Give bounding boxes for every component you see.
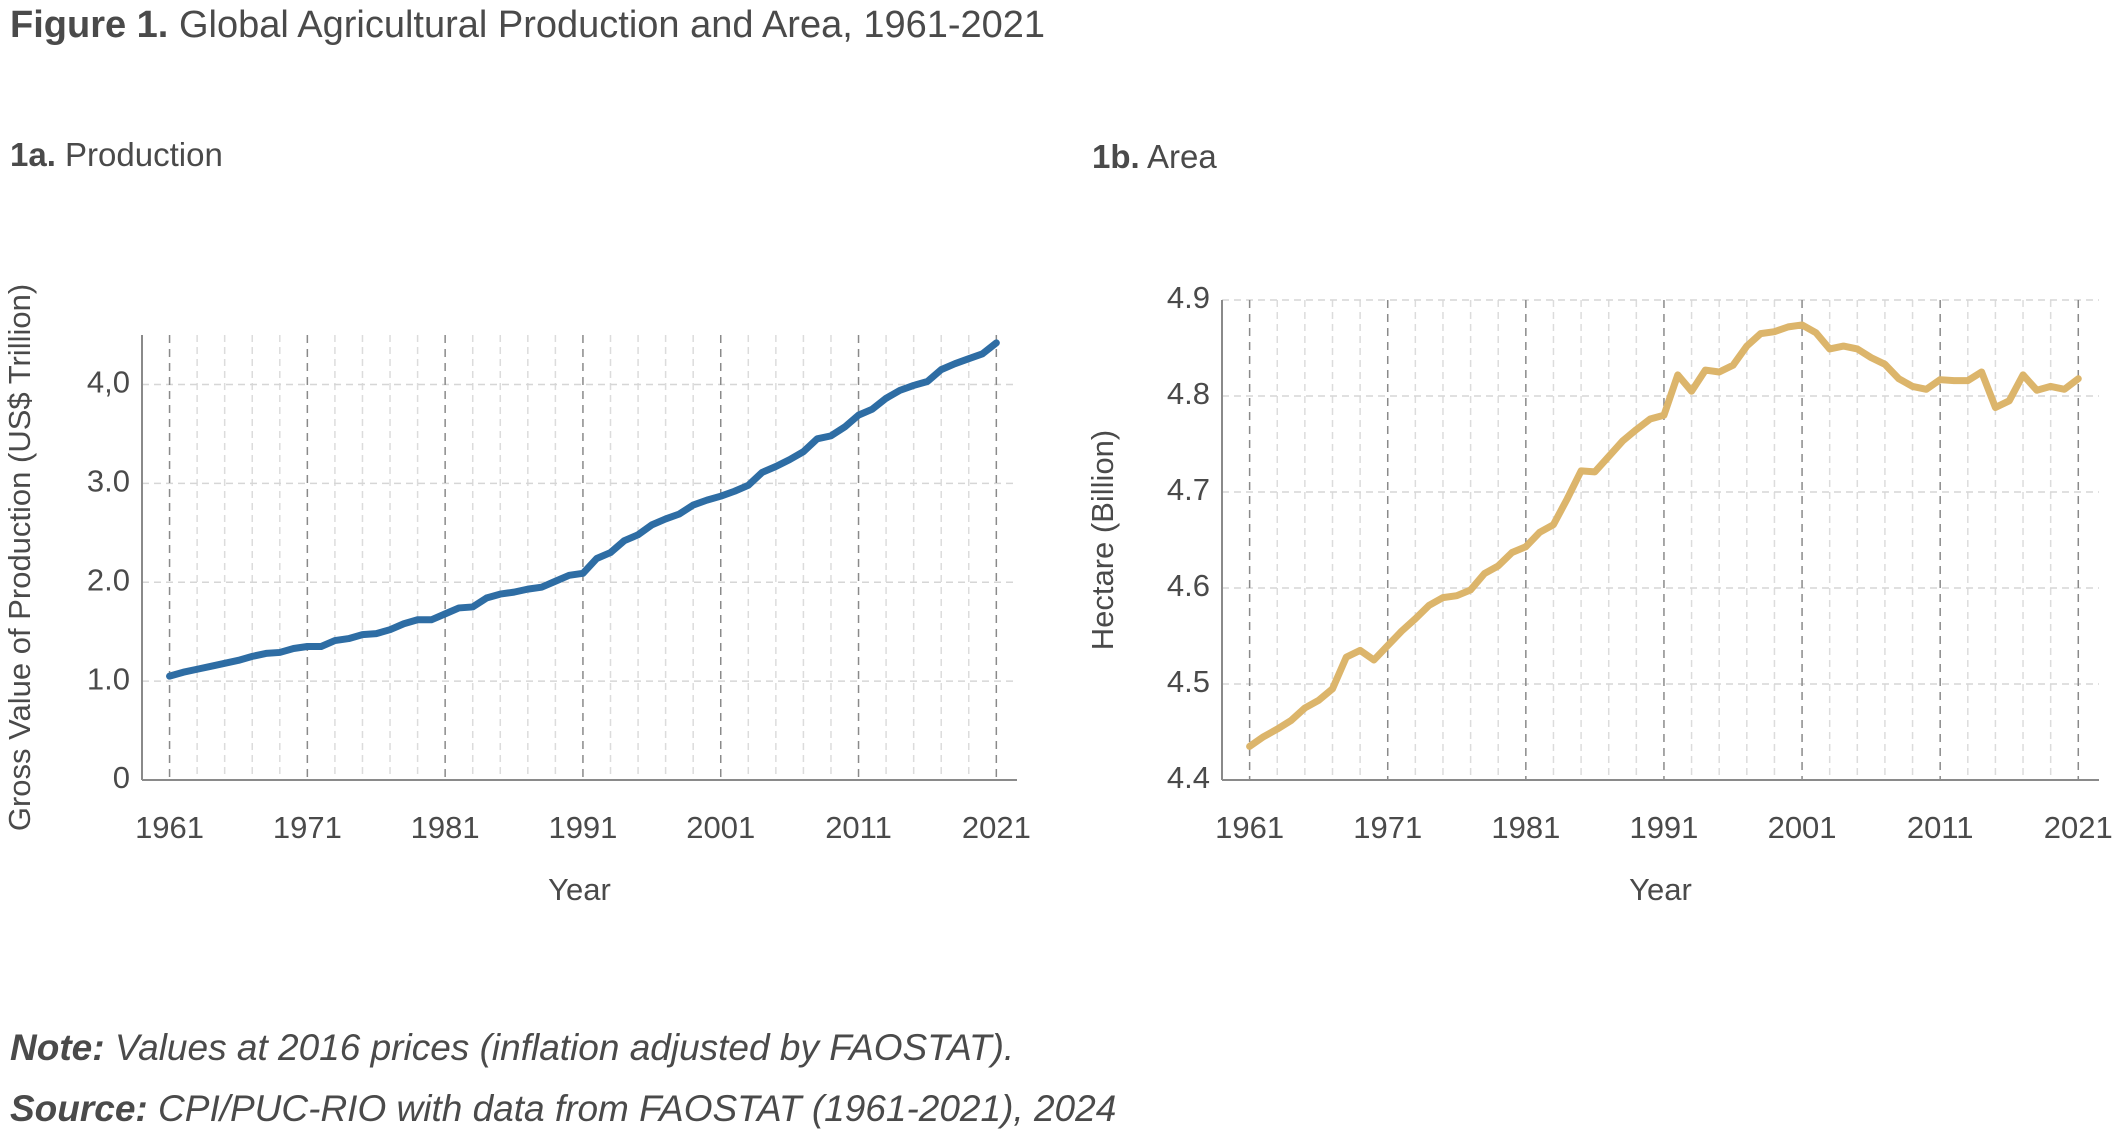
source-text: CPI/PUC-RIO with data from FAOSTAT (1961…: [158, 1088, 1116, 1129]
x-tick-label: 2011: [825, 810, 892, 845]
y-tick-label: 2.0: [87, 562, 130, 597]
y-tick-label: 3.0: [87, 464, 130, 499]
figure-label: Figure 1.: [10, 4, 168, 46]
y-tick-label: 4.4: [1167, 760, 1210, 795]
x-axis-label: Year: [548, 872, 611, 907]
figure-title-text: Global Agricultural Production and Area,…: [179, 4, 1045, 46]
x-tick-label: 1961: [135, 810, 204, 845]
y-tick-label: 4.9: [1167, 280, 1210, 315]
x-tick-label: 1991: [1629, 810, 1698, 845]
x-tick-label: 2001: [1768, 810, 1837, 845]
x-tick-label: 2021: [962, 810, 1031, 845]
panel-title-text: Production: [65, 136, 223, 173]
panel-title: 1a. Production: [10, 136, 223, 173]
panel-label: 1b.: [1092, 138, 1140, 175]
source-label: Source:: [10, 1088, 148, 1129]
y-axis-label: Hectare (Billion): [1085, 430, 1120, 651]
x-axis-label: Year: [1629, 872, 1692, 907]
note-text: Values at 2016 prices (inflation adjuste…: [115, 1027, 1014, 1068]
data-line: [166, 339, 1000, 680]
x-tick-label: 2021: [2044, 810, 2113, 845]
x-tick-label: 1971: [273, 810, 342, 845]
x-tick-label: 1961: [1215, 810, 1284, 845]
panel-title: 1b. Area: [1092, 138, 1217, 175]
y-tick-label: 1.0: [87, 661, 130, 696]
x-tick-label: 1971: [1353, 810, 1422, 845]
note-label: Note:: [10, 1027, 105, 1068]
y-tick-label: 4.8: [1167, 376, 1210, 411]
x-tick-label: 1981: [411, 810, 480, 845]
y-tick-label: 4.5: [1167, 664, 1210, 699]
note: Note: Values at 2016 prices (inflation a…: [10, 1027, 1014, 1068]
y-tick-label: 4.6: [1167, 568, 1210, 603]
y-tick-label: 4.7: [1167, 472, 1210, 507]
data-line: [1246, 321, 2082, 750]
y-tick-label: 0: [113, 760, 130, 795]
x-tick-label: 2011: [1907, 810, 1974, 845]
panel-title-text: Area: [1147, 138, 1217, 175]
panel-label: 1a.: [10, 136, 56, 173]
source: Source: CPI/PUC-RIO with data from FAOST…: [10, 1088, 1116, 1129]
y-axis-label: Gross Value of Production (US$ Trillion): [2, 284, 37, 831]
figure-title: Figure 1. Global Agricultural Production…: [10, 4, 1045, 46]
x-tick-label: 2001: [686, 810, 755, 845]
x-tick-label: 1991: [548, 810, 617, 845]
y-tick-label: 4,0: [87, 365, 130, 400]
x-tick-label: 1981: [1491, 810, 1560, 845]
